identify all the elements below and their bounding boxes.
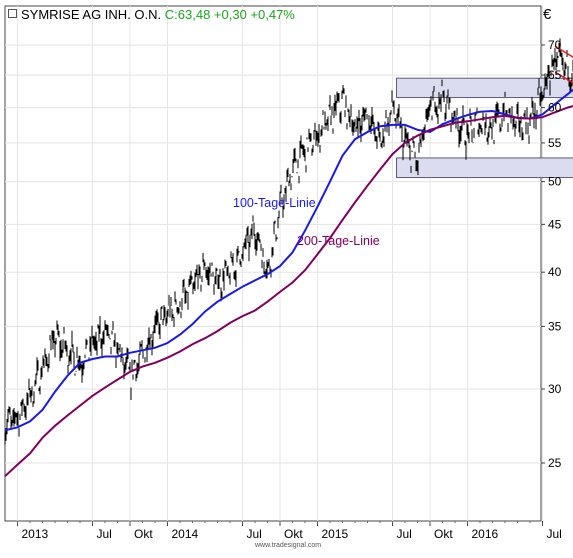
y-tick-label: 30 xyxy=(548,382,562,396)
y-axis: 25 30 35 40 45 50 55 60 65 70 xyxy=(541,38,562,470)
y-tick-label: 50 xyxy=(548,175,562,189)
y-tick-label: 60 xyxy=(548,101,562,115)
chart-header: SYMRISE AG INH. O.N. C:63,48 +0,30 +0,47… xyxy=(8,7,295,22)
ma100-label: 100-Tage-Linie xyxy=(233,196,316,210)
instrument-name: SYMRISE AG INH. O.N. xyxy=(21,7,162,22)
ma200-label: 200-Tage-Linie xyxy=(297,234,380,248)
range-box xyxy=(396,157,573,179)
y-tick-label: 25 xyxy=(548,456,562,470)
range-box xyxy=(396,77,573,99)
x-tick-label: 2015 xyxy=(322,527,349,541)
moving-averages xyxy=(4,88,573,477)
x-axis: 2013JulOkt2014JulOkt2015JulOkt2016JulOkt xyxy=(17,521,562,541)
x-tick-label: Jul xyxy=(97,527,112,541)
trend-line xyxy=(554,45,573,59)
x-tick-label: Okt xyxy=(134,527,153,541)
trend-lines xyxy=(554,45,573,84)
y-tick-label: 65 xyxy=(548,68,562,82)
source-label: www.tradesignal.com xyxy=(255,542,322,549)
range-boxes xyxy=(396,77,573,179)
x-tick-label: Jul xyxy=(397,527,412,541)
y-tick-label: 55 xyxy=(548,136,562,150)
x-tick-label: Jul xyxy=(247,527,262,541)
x-tick-label: Okt xyxy=(284,527,303,541)
y-tick-label: 45 xyxy=(548,217,562,231)
trend-line xyxy=(554,71,573,84)
ma200-line xyxy=(4,105,573,477)
x-tick-label: Jul xyxy=(547,527,562,541)
collapse-box-icon[interactable] xyxy=(8,9,17,18)
x-tick-label: 2013 xyxy=(22,527,49,541)
y-tick-label: 35 xyxy=(548,319,562,333)
ma100-line xyxy=(4,88,573,432)
y-tick-label: 40 xyxy=(548,265,562,279)
y-tick-label: 70 xyxy=(548,38,562,52)
x-tick-label: Okt xyxy=(434,527,453,541)
x-tick-label: 2016 xyxy=(472,527,499,541)
x-tick-label: 2014 xyxy=(172,527,199,541)
quote-text: C:63,48 +0,30 +0,47% xyxy=(164,7,295,22)
currency-label: € xyxy=(543,6,552,23)
